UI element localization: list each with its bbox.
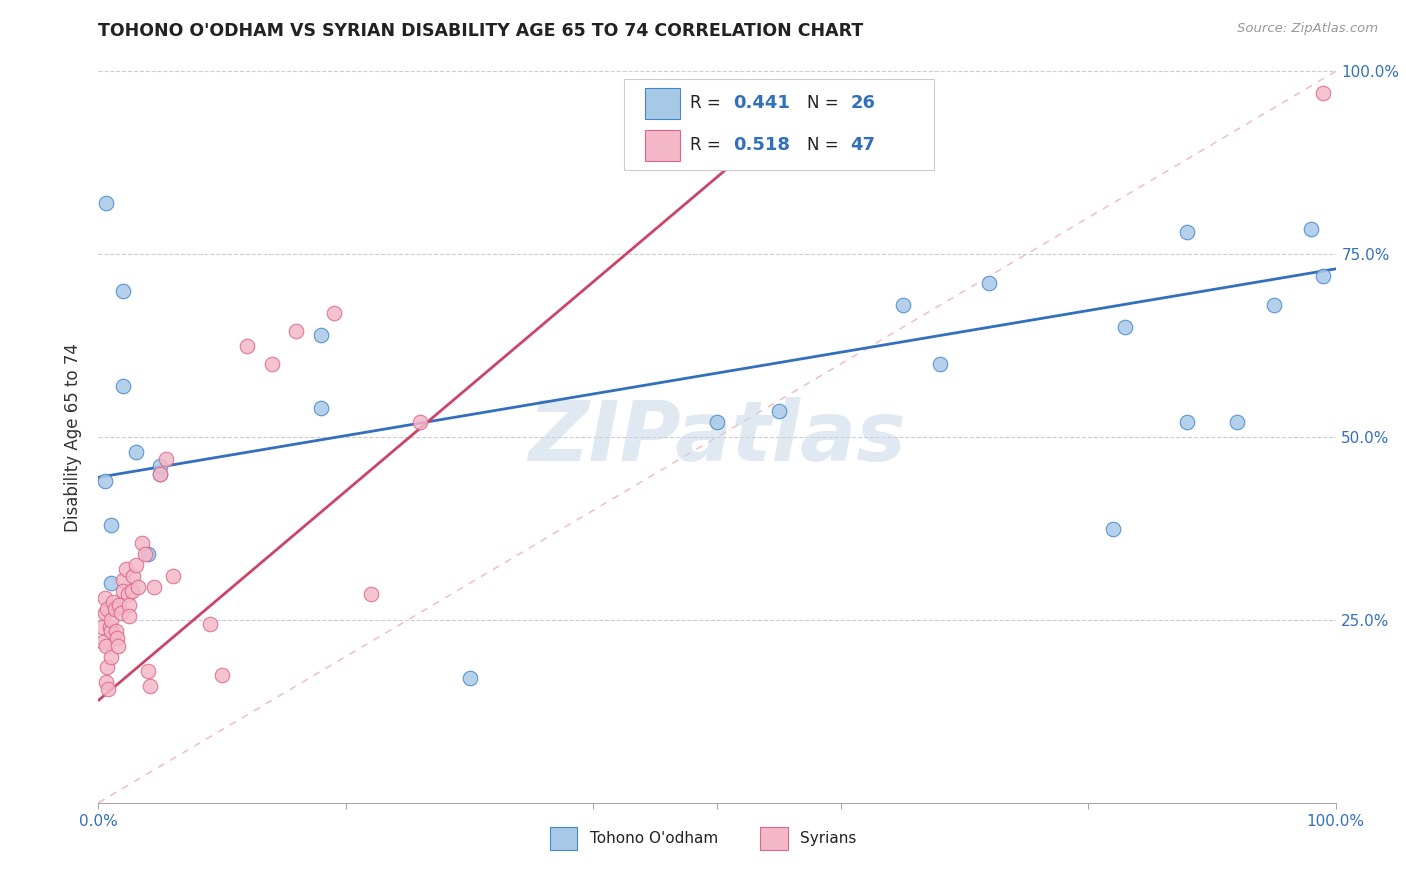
- Point: [100, 624, 122, 638]
- Point: [100, 517, 122, 532]
- Point: [117, 587, 139, 601]
- Point: [198, 616, 221, 631]
- Point: [155, 452, 177, 467]
- Point: [127, 580, 149, 594]
- Point: [96, 602, 118, 616]
- Point: [104, 624, 127, 638]
- Point: [98, 620, 121, 634]
- Point: [112, 284, 135, 298]
- Point: [706, 416, 728, 430]
- Point: [93, 591, 115, 605]
- Point: [149, 467, 172, 481]
- Point: [139, 679, 162, 693]
- Point: [124, 444, 146, 458]
- Point: [136, 664, 159, 678]
- Point: [134, 547, 156, 561]
- Point: [1175, 225, 1198, 239]
- Point: [162, 569, 184, 583]
- Point: [94, 639, 117, 653]
- Point: [114, 562, 136, 576]
- Text: 26: 26: [851, 95, 876, 112]
- Point: [93, 474, 115, 488]
- Bar: [761, 827, 787, 850]
- Point: [131, 536, 153, 550]
- Point: [1312, 87, 1334, 101]
- Text: Tohono O'odham: Tohono O'odham: [589, 831, 718, 847]
- Text: N =: N =: [807, 136, 844, 154]
- Point: [97, 682, 120, 697]
- Point: [121, 583, 143, 598]
- Point: [100, 576, 122, 591]
- Point: [1263, 298, 1285, 312]
- Bar: [645, 130, 681, 161]
- Point: [100, 649, 122, 664]
- Text: Syrians: Syrians: [800, 831, 856, 847]
- Point: [285, 324, 308, 338]
- Point: [93, 606, 115, 620]
- Text: 0.441: 0.441: [733, 95, 790, 112]
- Point: [458, 672, 481, 686]
- Point: [94, 196, 117, 211]
- Point: [322, 306, 344, 320]
- Point: [149, 459, 172, 474]
- Text: R =: R =: [690, 136, 725, 154]
- Point: [118, 599, 141, 613]
- Point: [1114, 320, 1136, 334]
- Point: [1175, 416, 1198, 430]
- Point: [143, 580, 166, 594]
- Point: [112, 583, 135, 598]
- Point: [110, 606, 132, 620]
- Point: [260, 357, 283, 371]
- Point: [309, 327, 332, 342]
- Text: Source: ZipAtlas.com: Source: ZipAtlas.com: [1237, 22, 1378, 36]
- Point: [360, 587, 382, 601]
- Point: [105, 632, 128, 646]
- Point: [112, 379, 135, 393]
- Point: [103, 602, 125, 616]
- Bar: [550, 827, 578, 850]
- Point: [409, 416, 432, 430]
- Text: ZIPatlas: ZIPatlas: [529, 397, 905, 477]
- Point: [107, 639, 129, 653]
- Point: [1312, 269, 1334, 284]
- Point: [149, 467, 172, 481]
- Point: [768, 404, 790, 418]
- Point: [1226, 416, 1249, 430]
- Text: 0.518: 0.518: [733, 136, 790, 154]
- Text: TOHONO O'ODHAM VS SYRIAN DISABILITY AGE 65 TO 74 CORRELATION CHART: TOHONO O'ODHAM VS SYRIAN DISABILITY AGE …: [98, 22, 863, 40]
- Point: [122, 569, 145, 583]
- Bar: [645, 88, 681, 119]
- FancyBboxPatch shape: [624, 78, 934, 170]
- Point: [236, 338, 259, 352]
- Point: [979, 277, 1001, 291]
- Point: [1102, 521, 1125, 535]
- Y-axis label: Disability Age 65 to 74: Disability Age 65 to 74: [65, 343, 83, 532]
- Point: [94, 675, 117, 690]
- Point: [93, 635, 115, 649]
- Point: [891, 298, 914, 312]
- Text: R =: R =: [690, 95, 725, 112]
- Text: 47: 47: [851, 136, 876, 154]
- Point: [1299, 221, 1322, 235]
- Point: [108, 599, 131, 613]
- Point: [103, 594, 125, 608]
- Point: [211, 667, 233, 681]
- Point: [100, 613, 122, 627]
- Point: [91, 620, 114, 634]
- Point: [118, 609, 141, 624]
- Point: [309, 401, 332, 415]
- Point: [136, 547, 159, 561]
- Point: [928, 357, 950, 371]
- Point: [96, 660, 118, 674]
- Text: N =: N =: [807, 95, 844, 112]
- Point: [124, 558, 146, 573]
- Point: [112, 573, 135, 587]
